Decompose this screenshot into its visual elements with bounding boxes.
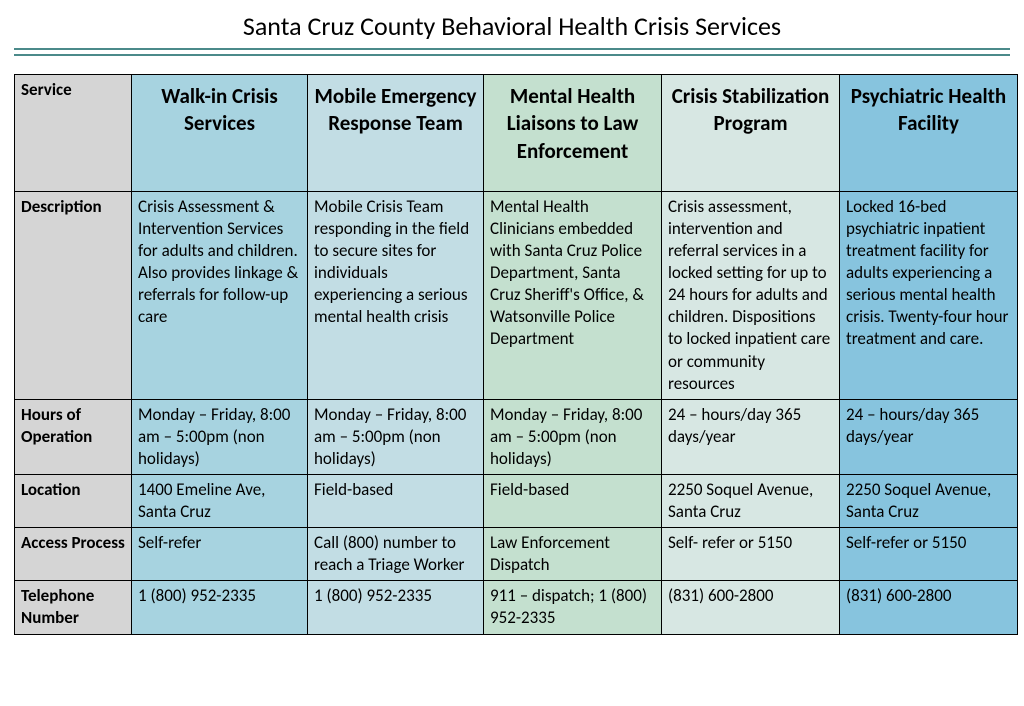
- table-cell: Self-refer or 5150: [840, 528, 1018, 581]
- services-table: ServiceWalk-in Crisis ServicesMobile Eme…: [14, 74, 1018, 635]
- table-cell: Monday – Friday, 8:00 am – 5:00pm (non h…: [308, 399, 484, 474]
- table-cell: Crisis assessment, intervention and refe…: [662, 191, 840, 399]
- table-cell: Self- refer or 5150: [662, 528, 840, 581]
- table-cell: Field-based: [484, 475, 662, 528]
- table-row: Hours of OperationMonday – Friday, 8:00 …: [15, 399, 1018, 474]
- row-header: Location: [15, 475, 132, 528]
- table-cell: 24 – hours/day 365 days/year: [840, 399, 1018, 474]
- row-header: Service: [15, 75, 132, 192]
- table-cell: Monday – Friday, 8:00 am – 5:00pm (non h…: [484, 399, 662, 474]
- divider-rule: [14, 48, 1010, 56]
- table-cell: Call (800) number to reach a Triage Work…: [308, 528, 484, 581]
- row-header: Hours of Operation: [15, 399, 132, 474]
- services-table-body: ServiceWalk-in Crisis ServicesMobile Eme…: [15, 75, 1018, 635]
- table-cell: 2250 Soquel Avenue, Santa Cruz: [662, 475, 840, 528]
- table-cell: Law Enforcement Dispatch: [484, 528, 662, 581]
- table-cell: (831) 600-2800: [662, 581, 840, 634]
- column-header: Mobile Emergency Response Team: [308, 75, 484, 192]
- table-cell: 24 – hours/day 365 days/year: [662, 399, 840, 474]
- row-header: Telephone Number: [15, 581, 132, 634]
- column-header: Walk-in Crisis Services: [132, 75, 308, 192]
- table-cell: (831) 600-2800: [840, 581, 1018, 634]
- table-cell: Mobile Crisis Team responding in the fie…: [308, 191, 484, 399]
- page-title: Santa Cruz County Behavioral Health Cris…: [14, 10, 1010, 42]
- table-cell: Self-refer: [132, 528, 308, 581]
- table-cell: Locked 16-bed psychiatric inpatient trea…: [840, 191, 1018, 399]
- column-header: Mental Health Liaisons to Law Enforcemen…: [484, 75, 662, 192]
- table-cell: Monday – Friday, 8:00 am – 5:00pm (non h…: [132, 399, 308, 474]
- table-cell: 1 (800) 952-2335: [308, 581, 484, 634]
- table-cell: 1400 Emeline Ave, Santa Cruz: [132, 475, 308, 528]
- column-header: Crisis Stabilization Program: [662, 75, 840, 192]
- table-row: Telephone Number1 (800) 952-23351 (800) …: [15, 581, 1018, 634]
- table-cell: 911 – dispatch; 1 (800) 952-2335: [484, 581, 662, 634]
- table-cell: 1 (800) 952-2335: [132, 581, 308, 634]
- table-row: ServiceWalk-in Crisis ServicesMobile Eme…: [15, 75, 1018, 192]
- table-row: DescriptionCrisis Assessment & Intervent…: [15, 191, 1018, 399]
- table-cell: Crisis Assessment & Intervention Service…: [132, 191, 308, 399]
- row-header: Description: [15, 191, 132, 399]
- column-header: Psychiatric Health Facility: [840, 75, 1018, 192]
- row-header: Access Process: [15, 528, 132, 581]
- table-cell: 2250 Soquel Avenue, Santa Cruz: [840, 475, 1018, 528]
- table-cell: Mental Health Clinicians embedded with S…: [484, 191, 662, 399]
- table-row: Location1400 Emeline Ave, Santa CruzFiel…: [15, 475, 1018, 528]
- table-cell: Field-based: [308, 475, 484, 528]
- table-row: Access ProcessSelf-referCall (800) numbe…: [15, 528, 1018, 581]
